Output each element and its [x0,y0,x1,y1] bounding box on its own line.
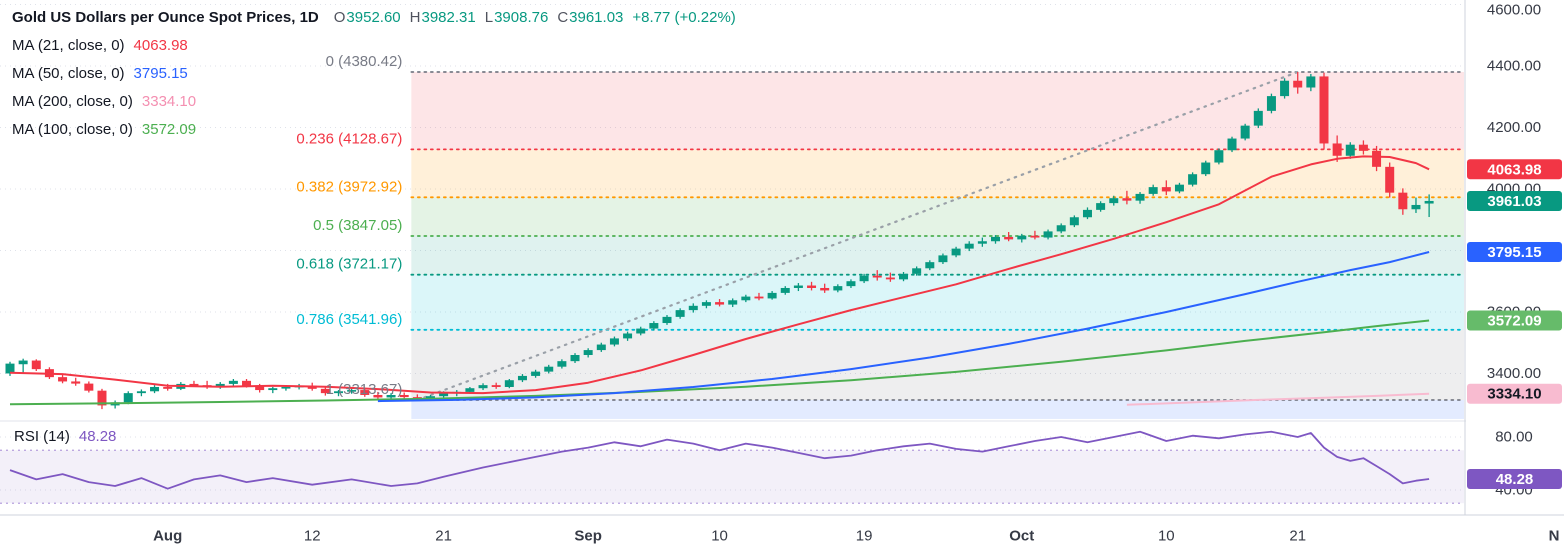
time-axis-label: 12 [304,528,321,545]
ma-legend-row[interactable]: MA (21, close, 0) 4063.98 [12,32,736,60]
time-axis[interactable]: Aug 12 21 Sep 10 19 Oct 10 21 N [0,514,1564,556]
candlestick-series [5,72,1434,410]
ma-legend-row[interactable]: MA (100, close, 0) 3572.09 [12,116,736,144]
ma21-badge [1467,159,1562,180]
ma-legend-value: 3334.10 [141,93,197,110]
fib-retracement-levels [410,71,1465,401]
ma-lines [9,155,1430,406]
ma-legend-value: 3795.15 [133,65,188,82]
chart-legend: Gold US Dollars per Ounce Spot Prices, 1… [12,4,736,144]
rsi-legend[interactable]: RSI (14) 48.28 [14,428,116,445]
ma-legend-value: 4063.98 [133,37,188,54]
ma200-badge-text: 3334.10 [1487,386,1541,403]
price-badges: 4063.98 3961.03 3795.15 3572.09 3334.10 48.28 [1467,159,1562,490]
price-axis-label: 4400.00 [1487,57,1541,74]
ma-legend-label: MA (50, close, 0) [12,65,125,82]
ohlc-value: 3982.31 [421,9,476,26]
rsi-value: 48.28 [78,428,117,445]
ohlc-key: C [557,9,569,26]
rsi-axis-label: 80.00 [1495,429,1533,446]
price-axis-label: 4600.00 [1487,2,1541,19]
ma100-badge-text: 3572.09 [1487,313,1541,330]
ohlc-value: 3908.76 [494,9,549,26]
ohlc-values: O3952.60 H3982.31 L3908.76 C3961.03 [325,9,624,26]
ohlc-key: L [484,9,494,26]
ma-legend-label: MA (200, close, 0) [12,93,133,110]
last-price-badge-text: 3961.03 [1487,193,1541,210]
fib-level-labels: 0 (4380.42) 0.236 (4128.67) 0.382 (3972.92… [296,53,402,398]
ma-legend-row[interactable]: MA (200, close, 0) 3334.10 [12,88,736,116]
time-axis-label: Oct [1009,528,1034,545]
fib-level-label: 0.5 (3847.05) [313,217,402,234]
time-axis-label: 19 [856,528,873,545]
fib-level-label: 0.382 (3972.92) [296,178,402,195]
time-axis-label: 10 [711,528,728,545]
time-axis-label: Aug [153,528,182,545]
ma-line[interactable] [1126,392,1430,406]
ma-line[interactable] [9,155,1430,395]
fib-level-label: 0.618 (3721.17) [296,256,402,273]
last-price-badge [1467,190,1562,211]
ohlc-key: H [409,9,421,26]
fib-level-label: 0.236 (4128.67) [296,130,402,147]
time-axis-label: 21 [1289,528,1306,545]
ohlc-value: 3961.03 [569,9,624,26]
ma100-badge [1467,310,1562,331]
rsi-badge [1467,469,1562,490]
ma200-badge [1467,383,1562,404]
fib-level-label: 1 (3313.67) [326,381,403,398]
ma50-badge [1467,241,1562,262]
ma-legend-row[interactable]: MA (50, close, 0) 3795.15 [12,60,736,88]
grid-lines [0,3,1464,491]
rsi-label: RSI (14) [14,428,70,445]
price-axis-label: 3400.00 [1487,365,1541,382]
ohlc-key: O [333,9,346,26]
ma-legend-value: 3572.09 [141,121,197,138]
ma50-badge-text: 3795.15 [1487,244,1541,261]
change-value: +8.77 (+0.22%) [632,9,736,26]
ohlc-value: 3952.60 [346,9,401,26]
fib-trendline[interactable] [416,70,1299,402]
ma-legend-label: MA (21, close, 0) [12,37,125,54]
fib-level-label: 0 (4380.42) [326,53,403,70]
time-axis-label: N [1549,528,1560,545]
ma21-badge-text: 4063.98 [1487,161,1541,178]
chart-title: Gold US Dollars per Ounce Spot Prices, 1… [12,9,319,26]
symbol-row[interactable]: Gold US Dollars per Ounce Spot Prices, 1… [12,4,736,32]
time-axis-label: 10 [1158,528,1175,545]
fib-level-label: 0.786 (3541.96) [296,311,402,328]
time-axis-label: 21 [435,528,452,545]
time-axis-label: Sep [574,528,602,545]
ma-line[interactable] [9,319,1430,406]
rsi-line[interactable] [9,430,1430,490]
price-axis-label: 4200.00 [1487,119,1541,136]
rsi-indicator [0,430,1464,504]
ma-line[interactable] [377,251,1430,403]
rsi-badge-text: 48.28 [1496,471,1534,488]
ma-legend: MA (21, close, 0) 4063.98 MA (50, close, 0… [12,32,736,144]
ma-legend-label: MA (100, close, 0) [12,121,133,138]
